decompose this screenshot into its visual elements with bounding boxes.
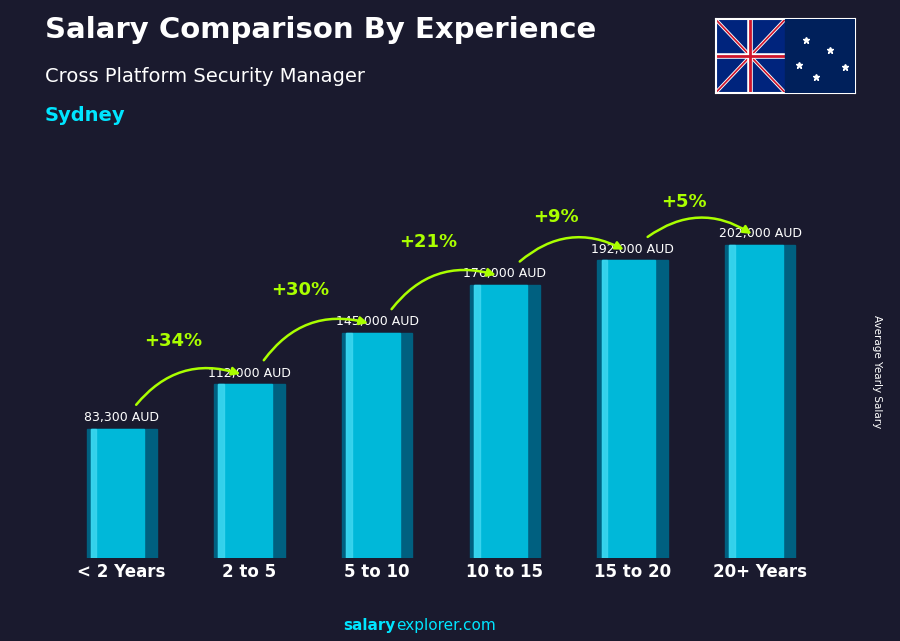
Text: +30%: +30%: [272, 281, 329, 299]
Text: 112,000 AUD: 112,000 AUD: [208, 367, 291, 379]
Text: +5%: +5%: [661, 193, 707, 211]
Bar: [474, 285, 480, 558]
Bar: [346, 333, 352, 558]
Bar: [86, 429, 157, 558]
Text: 83,300 AUD: 83,300 AUD: [84, 411, 159, 424]
Bar: [785, 19, 855, 93]
Bar: [729, 245, 783, 558]
Bar: [602, 260, 655, 558]
Text: +9%: +9%: [533, 208, 579, 226]
Bar: [91, 429, 144, 558]
Text: 202,000 AUD: 202,000 AUD: [719, 227, 802, 240]
Bar: [725, 245, 796, 558]
Bar: [598, 260, 668, 558]
Text: +34%: +34%: [144, 332, 202, 350]
Bar: [346, 333, 400, 558]
Text: 145,000 AUD: 145,000 AUD: [336, 315, 418, 328]
Text: +21%: +21%: [400, 233, 457, 251]
Text: Salary Comparison By Experience: Salary Comparison By Experience: [45, 16, 596, 44]
Bar: [729, 245, 735, 558]
Bar: [214, 384, 284, 558]
Bar: [219, 384, 224, 558]
Text: Cross Platform Security Manager: Cross Platform Security Manager: [45, 67, 365, 87]
Text: Average Yearly Salary: Average Yearly Salary: [872, 315, 883, 428]
Text: 192,000 AUD: 192,000 AUD: [591, 242, 674, 256]
Text: explorer.com: explorer.com: [396, 619, 496, 633]
Text: 176,000 AUD: 176,000 AUD: [464, 267, 546, 280]
Text: salary: salary: [344, 619, 396, 633]
Bar: [474, 285, 527, 558]
Bar: [342, 333, 412, 558]
Bar: [91, 429, 96, 558]
Bar: [219, 384, 272, 558]
Text: Sydney: Sydney: [45, 106, 126, 125]
Bar: [470, 285, 540, 558]
Bar: [602, 260, 608, 558]
